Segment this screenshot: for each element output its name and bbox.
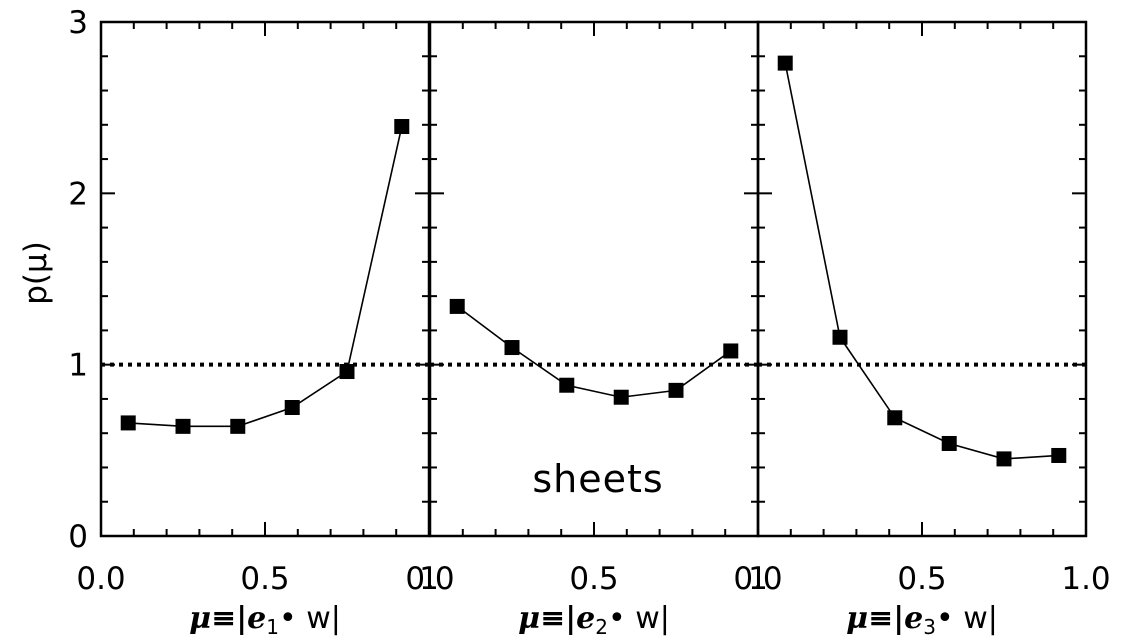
data-point <box>887 410 903 426</box>
y-tick-label: 3 <box>68 5 88 41</box>
x-axis-label-suffix: • w| <box>608 601 670 636</box>
data-point <box>284 400 300 415</box>
x-tick-label: 0.0 <box>733 561 782 597</box>
x-axis-label: μ≡|e2• w| <box>518 601 670 639</box>
data-point <box>230 418 246 434</box>
data-point <box>832 329 848 345</box>
data-point <box>1051 447 1067 463</box>
panel-annotation: sheets <box>532 457 663 501</box>
series-line <box>456 305 732 399</box>
panel-2: 0.0 0.5 1 μ≡|e2• w| sheets <box>405 20 768 639</box>
x-tick-label: 0.0 <box>76 561 125 597</box>
y-axis-label: p(μ) <box>18 241 54 305</box>
x-tick-label: 1 <box>748 561 768 597</box>
data-point <box>777 55 793 71</box>
x-axis-label: μ≡|e1• w| <box>189 601 341 639</box>
x-axis-label-suffix: • w| <box>279 601 341 636</box>
data-point <box>394 119 410 135</box>
x-axis-label-prefix: μ≡|e <box>189 601 266 636</box>
x-tick-label: 1 <box>419 561 439 597</box>
x-axis-label-subscript: 1 <box>266 615 279 639</box>
panel-3: 0.0 0.5 1.0 μ≡|e3• w| <box>733 20 1111 639</box>
data-point <box>504 340 520 356</box>
x-axis-label-subscript: 2 <box>595 615 608 639</box>
x-axis-label-suffix: • w| <box>936 601 998 636</box>
y-tick-label: 1 <box>68 348 88 384</box>
data-point <box>449 298 465 314</box>
data-point <box>613 389 629 405</box>
x-axis-label-prefix: μ≡|e <box>846 601 923 636</box>
data-point <box>120 415 136 431</box>
data-point <box>996 451 1012 467</box>
data-point <box>941 435 957 451</box>
x-tick-label: 0.5 <box>897 561 946 597</box>
data-point <box>559 377 575 393</box>
series-line <box>128 126 403 428</box>
x-tick-label: 0.0 <box>405 561 454 597</box>
data-point <box>339 364 355 380</box>
data-point <box>668 382 684 398</box>
panel-frame <box>756 20 1088 538</box>
panel-frame <box>99 20 431 538</box>
x-axis-label-subscript: 3 <box>923 615 936 639</box>
x-tick-label: 0.5 <box>569 561 618 597</box>
y-tick-label: 0 <box>68 519 88 555</box>
data-point <box>175 418 191 434</box>
x-axis-label: μ≡|e3• w| <box>846 601 998 639</box>
x-tick-label: 0.5 <box>240 561 289 597</box>
data-point <box>723 343 739 359</box>
y-tick-label: 2 <box>68 176 88 212</box>
x-axis-label-prefix: μ≡|e <box>518 601 595 636</box>
series-line <box>784 62 1059 460</box>
x-tick-label: 1.0 <box>1061 561 1110 597</box>
